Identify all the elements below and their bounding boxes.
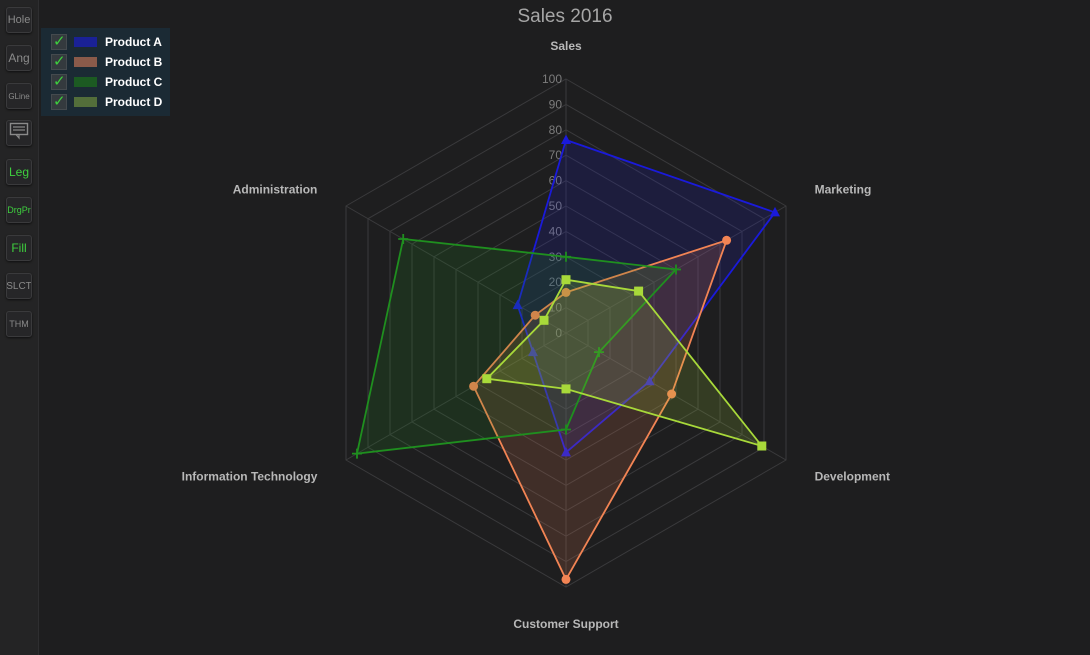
data-point-marketing[interactable] [770, 206, 780, 217]
data-point-development[interactable] [667, 389, 677, 399]
checkmark-icon: ✓ [53, 92, 66, 110]
tick-label: 50 [549, 199, 563, 213]
tick-label: 40 [549, 224, 563, 238]
legend-item-product-a[interactable]: ✓ Product A [51, 32, 162, 51]
axis-label-sales: Sales [550, 39, 582, 53]
toolbar-comment-button[interactable] [6, 120, 32, 146]
tick-label: 80 [549, 123, 563, 137]
toolbar-button-label: Hole [7, 14, 31, 26]
legend-label: Product B [105, 55, 163, 69]
toolbar-button-label: THM [9, 319, 29, 329]
tick-label: 70 [549, 148, 563, 162]
toolbar-button-ang[interactable]: Ang [6, 45, 32, 71]
data-point-customer-support[interactable] [561, 446, 571, 457]
toolbar-button-drgpr[interactable]: DrgPr [6, 197, 32, 223]
toolbar-button-label: SLCT [6, 280, 32, 292]
data-point-sales[interactable] [561, 287, 571, 297]
toolbar-button-slct[interactable]: SLCT [6, 273, 32, 299]
data-point-marketing[interactable] [634, 286, 644, 296]
data-point-administration[interactable] [512, 299, 523, 310]
data-point-development[interactable] [594, 347, 604, 358]
data-point-marketing[interactable] [671, 264, 681, 275]
chart-toolbar: Hole Ang GLine Leg DrgPr Fill SLCT THM [0, 0, 39, 655]
series-product-b [469, 235, 732, 584]
legend-label: Product C [105, 75, 163, 89]
toolbar-button-thm[interactable]: THM [6, 311, 32, 337]
legend-item-product-b[interactable]: ✓ Product B [51, 52, 163, 71]
axis-label-information-technology: Information Technology [182, 470, 318, 484]
comment-icon [9, 122, 29, 145]
toolbar-button-fill[interactable]: Fill [6, 235, 32, 261]
toolbar-button-hole[interactable]: Hole [6, 7, 32, 33]
legend-label: Product A [105, 35, 162, 49]
toolbar-button-label: Leg [8, 165, 30, 179]
legend-item-product-c[interactable]: ✓ Product C [51, 72, 163, 91]
data-point-administration[interactable] [539, 315, 549, 325]
series-product-d [482, 275, 767, 451]
data-point-information-technology[interactable] [352, 448, 362, 459]
toolbar-button-label: Ang [8, 51, 30, 65]
legend-swatch [74, 77, 97, 87]
data-point-development[interactable] [644, 375, 655, 386]
data-point-information-technology[interactable] [482, 374, 492, 384]
toolbar-button-label: DrgPr [7, 205, 31, 215]
legend-checkbox[interactable]: ✓ [51, 72, 67, 90]
legend-checkbox[interactable]: ✓ [51, 52, 67, 70]
series-product-a [512, 134, 780, 457]
data-point-information-technology[interactable] [469, 381, 479, 391]
axis-label-administration: Administration [233, 183, 318, 197]
tick-label: 0 [555, 326, 562, 340]
legend-label: Product D [105, 95, 163, 109]
toolbar-button-leg[interactable]: Leg [6, 159, 32, 185]
spoke-administration [345, 205, 567, 334]
data-point-development[interactable] [757, 441, 767, 451]
legend-swatch [74, 97, 97, 107]
chart-legend: ✓ Product A ✓ Product B ✓ Product C ✓ Product D [41, 28, 170, 116]
tick-label: 60 [549, 174, 563, 188]
series-layer [352, 134, 780, 584]
legend-checkbox[interactable]: ✓ [51, 32, 67, 50]
tick-label: 100 [542, 72, 562, 86]
data-point-customer-support[interactable] [561, 574, 571, 584]
data-point-sales[interactable] [561, 134, 571, 145]
data-point-customer-support[interactable] [561, 384, 571, 394]
legend-item-product-d[interactable]: ✓ Product D [51, 92, 163, 111]
legend-swatch [74, 57, 97, 67]
data-point-sales[interactable] [561, 251, 571, 262]
checkmark-icon: ✓ [53, 52, 66, 70]
toolbar-button-label: Fill [11, 241, 27, 255]
tick-label: 20 [549, 275, 563, 289]
series-product-c [352, 234, 681, 459]
legend-checkbox[interactable]: ✓ [51, 92, 67, 110]
chart-title: Sales 2016 [517, 6, 612, 27]
data-point-information-technology[interactable] [528, 346, 538, 357]
data-point-administration[interactable] [398, 234, 409, 244]
axis-label-marketing: Marketing [815, 183, 872, 197]
axis-labels: Sales Marketing Development Customer Suppor… [182, 39, 890, 631]
data-point-marketing[interactable] [722, 235, 732, 245]
checkmark-icon: ✓ [53, 32, 66, 50]
tick-label: 30 [549, 250, 563, 264]
axis-label-customer-support: Customer Support [513, 617, 618, 631]
checkmark-icon: ✓ [53, 72, 66, 90]
data-point-customer-support[interactable] [561, 424, 571, 435]
tick-label: 90 [549, 97, 563, 111]
data-point-sales[interactable] [561, 275, 571, 285]
data-point-administration[interactable] [530, 310, 540, 320]
toolbar-button-label: GLine [8, 91, 30, 101]
axis-label-development: Development [815, 470, 890, 484]
legend-swatch [74, 37, 97, 47]
spoke-development [565, 332, 787, 461]
toolbar-button-gline[interactable]: GLine [6, 83, 32, 109]
